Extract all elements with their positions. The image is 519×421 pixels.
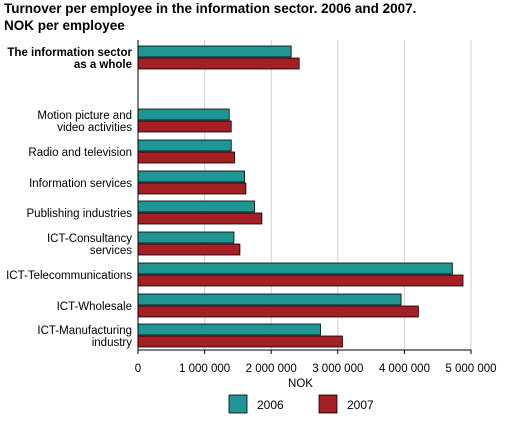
legend: 2006 2007 — [228, 394, 374, 414]
category-label-line: Radio and television — [28, 147, 132, 159]
category-label: Publishing industries — [27, 208, 133, 220]
category-label-line: ICT-Consultancy — [47, 233, 132, 245]
category-label: Information services — [29, 178, 132, 190]
bar-2007 — [137, 212, 263, 225]
x-axis: 0 1 000 000 2 000 000 3 000 000 4 000 000 5 0… — [135, 40, 497, 390]
x-tick-label: 5 000 000 — [445, 363, 496, 375]
bar-2007 — [137, 151, 235, 164]
bar-2007 — [137, 335, 343, 348]
x-tick-label: 1 000 000 — [179, 363, 230, 375]
bar-2007 — [137, 243, 241, 256]
x-tick-label: 2 000 000 — [246, 363, 297, 375]
category-label: ICT-Consultancy services — [47, 233, 132, 257]
legend-label-2007: 2007 — [347, 398, 374, 412]
category-label: ICT-Telecommunications — [6, 270, 132, 282]
bar-2007 — [137, 305, 419, 318]
category-labels: The information sector as a whole Motion p… — [6, 47, 132, 349]
category-label-line: ICT-Telecommunications — [6, 270, 132, 282]
bar-2006 — [137, 323, 321, 336]
category-label: Motion picture and video activities — [37, 110, 132, 134]
bar-2007 — [137, 182, 247, 195]
category-label: Radio and television — [28, 147, 132, 159]
chart-title: Turnover per employee in the information… — [4, 0, 416, 34]
category-label-line: Motion picture and — [37, 110, 132, 122]
legend-swatch-2007 — [318, 394, 338, 414]
category-label-line: Information services — [29, 178, 132, 190]
category-label-line: ICT-Manufacturing — [37, 325, 132, 337]
category-label: ICT-Wholesale — [57, 301, 132, 313]
bar-2006 — [137, 262, 453, 275]
category-label-line: The information sector — [7, 47, 132, 59]
bar-2006 — [137, 139, 232, 152]
category-label: The information sector as a whole — [7, 47, 132, 71]
category-label-line: ICT-Wholesale — [57, 301, 132, 313]
chart-title-line1: Turnover per employee in the information… — [4, 1, 417, 16]
category-label: ICT-Manufacturing industry — [37, 325, 132, 349]
x-tick-label: 0 — [135, 363, 141, 375]
x-tick-label: 4 000 000 — [379, 363, 430, 375]
bar-2006 — [137, 170, 245, 183]
bar-2006 — [137, 200, 255, 213]
legend-label-2006: 2006 — [257, 398, 284, 412]
category-label-line: as a whole — [74, 59, 132, 71]
x-axis-title: NOK — [288, 378, 313, 390]
legend-swatch-2006 — [228, 394, 248, 414]
chart-title-line2: NOK per employee — [4, 18, 125, 33]
bar-2006 — [137, 108, 230, 121]
bar-2007 — [137, 120, 232, 133]
category-label-line: industry — [92, 337, 133, 349]
bar-2007 — [137, 57, 300, 70]
bar-2006 — [137, 293, 402, 306]
bars — [137, 45, 464, 348]
bar-2006 — [137, 231, 235, 244]
bar-2006 — [137, 45, 292, 58]
category-label-line: services — [90, 245, 132, 257]
category-label-line: video activities — [57, 122, 132, 134]
bar-2007 — [137, 274, 464, 287]
category-label-line: Publishing industries — [27, 208, 133, 220]
x-tick-label: 3 000 000 — [312, 363, 363, 375]
